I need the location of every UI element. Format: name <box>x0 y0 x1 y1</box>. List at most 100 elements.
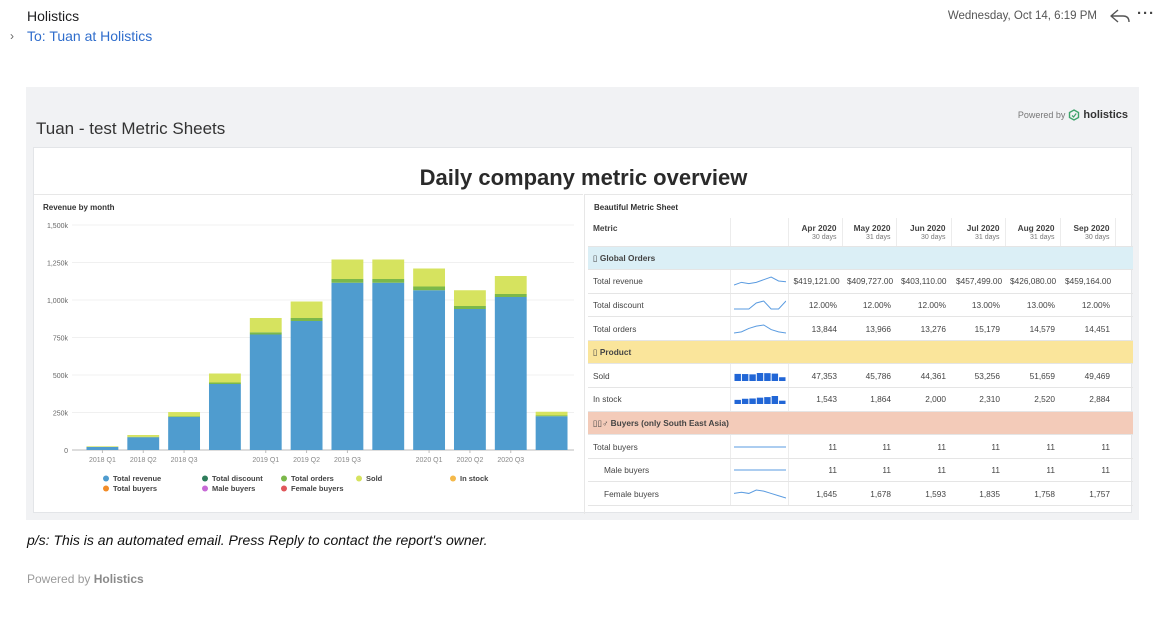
x-tick-label: 2020 Q3 <box>497 457 524 464</box>
legend-marker <box>103 475 109 482</box>
column-header[interactable]: Apr 2020 30 days <box>787 218 842 247</box>
sparkline <box>733 469 786 471</box>
bar-segment <box>168 416 201 417</box>
metric-row-total-orders: Total orders 13,844 13,966 13,276 15,179 14,5… <box>588 316 1133 341</box>
bar-segment <box>535 415 568 417</box>
metric-value: 44,361 <box>896 363 951 389</box>
metric-label: Total orders <box>588 316 730 341</box>
revenue-chart[interactable]: 0 250k 500k 750k 1,000k 1,250k 1,500k 2018 Q1 20… <box>34 213 583 513</box>
sparkline-bar <box>778 401 785 405</box>
column-header[interactable]: Jul 2020 31 days <box>950 218 1005 247</box>
bar-segment <box>453 290 486 306</box>
sparkline-line <box>733 324 786 334</box>
sparkline-cell <box>729 269 789 294</box>
chevron-right-icon[interactable]: › <box>10 29 14 43</box>
metric-value: $409,727.00 <box>842 269 896 294</box>
powered-by-footer[interactable]: Powered by Holistics <box>27 572 144 586</box>
bar-segment <box>372 279 405 283</box>
metric-label: Female buyers <box>588 481 730 507</box>
column-header[interactable]: Sep 2020 30 days <box>1059 218 1115 247</box>
x-tick-label: 2019 Q3 <box>334 457 361 464</box>
sparkline-bar <box>748 398 756 405</box>
metric-value <box>1115 363 1133 389</box>
y-tick-label: 1,000k <box>47 298 69 305</box>
metric-value: 2,000 <box>896 387 951 412</box>
bar-segment <box>494 297 527 450</box>
metric-value: 11 <box>842 434 896 459</box>
legend-label: Total buyers <box>113 484 157 493</box>
column-header[interactable]: Jun 2020 30 days <box>895 218 951 247</box>
automated-email-note: p/s: This is an automated email. Press R… <box>27 532 488 548</box>
bar-segment <box>453 309 486 450</box>
metric-value: 11 <box>951 434 1005 459</box>
metric-row-male-buyers: Male buyers 11 11 11 11 11 11 <box>588 458 1133 483</box>
metric-label: Total discount <box>588 293 730 318</box>
metric-value: 12.00% <box>1060 293 1115 318</box>
metric-column-header: Metric <box>588 218 730 247</box>
column-header-overflow <box>1114 218 1133 247</box>
x-tick-label: 2018 Q3 <box>171 457 198 464</box>
group-row-product: ▯ Product <box>588 340 1133 365</box>
more-icon[interactable]: ··· <box>1137 5 1155 22</box>
legend-marker <box>450 475 456 482</box>
metric-value: 13,844 <box>788 316 842 341</box>
metric-label: Total buyers <box>588 434 730 459</box>
bar-segment <box>290 318 323 321</box>
reply-icon[interactable] <box>1109 7 1131 25</box>
metric-value <box>1115 387 1133 412</box>
metric-value: 15,179 <box>951 316 1005 341</box>
email-date: Wednesday, Oct 14, 6:19 PM <box>947 10 1097 22</box>
sparkline-bar <box>741 399 748 405</box>
metric-value: 12.00% <box>842 293 896 318</box>
x-tick-label: 2019 Q2 <box>293 457 320 464</box>
sparkline-line <box>733 300 786 310</box>
bar-segment <box>208 373 241 383</box>
metric-row-sold: Sold 47,353 45,786 44,361 53,256 51,659 49,469 <box>588 363 1133 389</box>
bar-segment <box>535 416 568 450</box>
recipient-line[interactable]: To: Tuan at Holistics <box>27 28 153 44</box>
bar-segment <box>290 321 323 450</box>
bar-segment <box>494 294 527 297</box>
legend-marker <box>356 475 362 482</box>
column-header[interactable]: Aug 2020 31 days <box>1004 218 1060 247</box>
powered-by-badge[interactable]: Powered by holistics <box>1018 109 1128 121</box>
metric-row-female-buyers: Female buyers 1,645 1,678 1,593 1,835 1,758 1,… <box>588 481 1133 507</box>
bar-segment <box>208 384 241 450</box>
metric-row-total-discount: Total discount 12.00% 12.00% 12.00% 13.00% 13… <box>588 293 1133 318</box>
metric-label: In stock <box>588 387 730 412</box>
metric-value: 11 <box>896 458 951 483</box>
metric-value: $419,121.00 <box>788 269 842 294</box>
report-panel: Tuan - test Metric Sheets Powered by hol… <box>26 87 1139 520</box>
metric-label: Male buyers <box>588 458 730 483</box>
metric-value <box>1115 481 1133 507</box>
sparkline-cell <box>729 387 789 412</box>
sheet-title: Beautiful Metric Sheet <box>594 203 679 212</box>
x-tick-label: 2020 Q2 <box>456 457 483 464</box>
y-tick-label: 1,500k <box>47 223 69 230</box>
sparkline-cell <box>729 293 789 318</box>
metric-value: 53,256 <box>951 363 1005 389</box>
sparkline-cell <box>729 481 789 507</box>
powered-by-footer-prefix: Powered by <box>27 572 91 586</box>
metric-value: 13.00% <box>951 293 1005 318</box>
column-header[interactable]: May 2020 31 days <box>841 218 896 247</box>
dashboard-canvas: Daily company metric overview Revenue by… <box>33 147 1133 514</box>
sparkline-bar <box>771 396 778 405</box>
sparkline-bar <box>756 372 763 381</box>
legend-label: Female buyers <box>291 484 344 493</box>
sparkline <box>733 446 786 448</box>
metric-row-total-buyers: Total buyers 11 11 11 11 11 11 <box>588 434 1133 459</box>
sparkline-bar <box>741 373 748 381</box>
powered-by-brand: holistics <box>1083 109 1128 121</box>
y-tick-label: 0 <box>64 448 68 455</box>
bar-segment <box>372 282 405 450</box>
sparkline <box>734 372 785 381</box>
sparkline-cell <box>729 363 789 389</box>
sheet-header-row: Metric Apr 2020 30 days May 2020 31 days J… <box>588 218 1133 247</box>
sparkline-bar <box>778 376 785 381</box>
metric-value: 12.00% <box>788 293 842 318</box>
bar-segment <box>249 332 282 335</box>
bar-segment <box>494 276 527 294</box>
metric-value: 11 <box>896 434 951 459</box>
metric-value: $459,164.00 <box>1060 269 1115 294</box>
